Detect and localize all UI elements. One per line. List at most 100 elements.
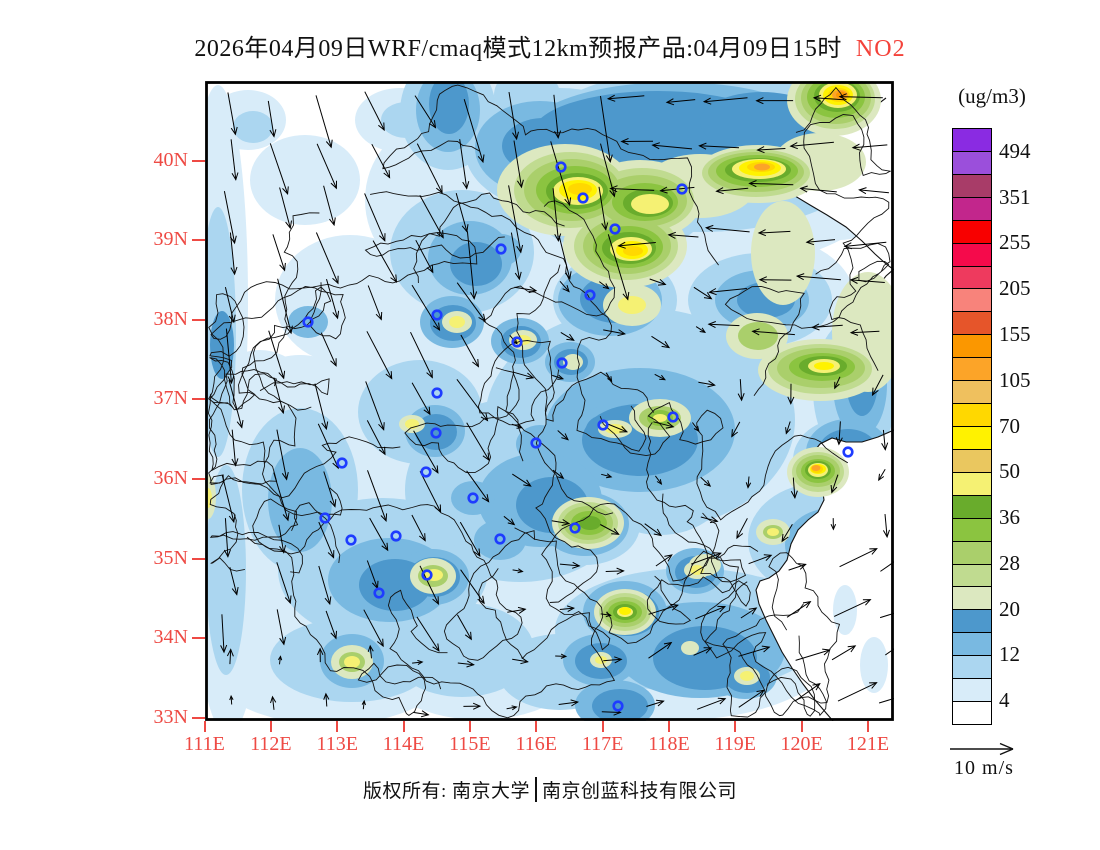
- colorbar-tick-36: 36: [999, 505, 1020, 530]
- city-marker: [584, 289, 596, 301]
- lon-label-113E: 113E: [316, 733, 358, 755]
- colorbar-tick-20: 20: [999, 596, 1020, 621]
- lat-tick: [192, 159, 205, 162]
- lat-tick: [192, 239, 205, 242]
- colorbar-unit-label: (ug/m3): [958, 84, 1026, 108]
- lon-label-117E: 117E: [581, 733, 624, 755]
- city-marker: [495, 243, 507, 255]
- city-marker: [302, 316, 314, 328]
- lon-label-121E: 121E: [846, 733, 890, 755]
- colorbar-cell: [953, 448, 991, 472]
- city-marker: [667, 411, 679, 423]
- lat-label-37N: 37N: [153, 387, 188, 410]
- colorbar-tick-12: 12: [999, 642, 1020, 667]
- lat-label-35N: 35N: [153, 546, 188, 569]
- lon-tick: [402, 721, 405, 732]
- city-marker: [556, 357, 568, 369]
- city-marker: [676, 183, 688, 195]
- city-marker: [530, 437, 542, 449]
- colorbar-cell: [953, 563, 991, 587]
- colorbar-tick-351: 351: [999, 184, 1031, 209]
- colorbar-cell: [953, 334, 991, 358]
- lat-tick: [192, 716, 205, 719]
- colorbar-tick-255: 255: [999, 230, 1031, 255]
- colorbar-cell: [953, 150, 991, 174]
- colorbar-tick-205: 205: [999, 276, 1031, 301]
- colorbar-tick-4: 4: [999, 688, 1010, 713]
- copyright-left: 版权所有: 南京大学: [362, 781, 530, 802]
- colorbar-tick-494: 494: [999, 138, 1031, 163]
- lon-tick: [667, 721, 670, 732]
- colorbar-cell: [953, 540, 991, 564]
- wind-arrows-layer: [220, 91, 894, 718]
- city-marker: [612, 700, 624, 712]
- colorbar-cell: [953, 173, 991, 197]
- city-marker: [569, 522, 581, 534]
- title-text: 2026年04月09日WRF/cmaq模式12km预报产品:04月09日15时: [194, 36, 842, 62]
- lat-label-38N: 38N: [153, 307, 188, 330]
- colorbar-cell: [953, 678, 991, 702]
- city-marker: [373, 587, 385, 599]
- page-title: 2026年04月09日WRF/cmaq模式12km预报产品:04月09日15时 …: [0, 28, 1100, 63]
- colorbar-cell: [953, 265, 991, 289]
- lon-tick: [734, 721, 737, 732]
- lat-tick: [192, 637, 205, 640]
- lon-label-119E: 119E: [714, 733, 757, 755]
- city-marker: [511, 336, 523, 348]
- lon-label-114E: 114E: [382, 733, 425, 755]
- lon-label-111E: 111E: [184, 733, 225, 755]
- colorbar-cell: [953, 701, 991, 724]
- contour-layer-high: [205, 81, 894, 685]
- lat-tick: [192, 478, 205, 481]
- colorbar-tick-50: 50: [999, 459, 1020, 484]
- colorbar-cell: [953, 219, 991, 243]
- colorbar-cell: [953, 655, 991, 679]
- footer-divider: [535, 777, 537, 802]
- lon-label-112E: 112E: [250, 733, 292, 755]
- lon-tick: [535, 721, 538, 732]
- city-marker: [431, 387, 443, 399]
- city-marker: [597, 419, 609, 431]
- city-marker: [390, 530, 402, 542]
- lat-label-33N: 33N: [153, 705, 188, 728]
- city-marker: [842, 446, 854, 458]
- colorbar-tick-105: 105: [999, 367, 1031, 392]
- city-marker: [494, 533, 506, 545]
- colorbar-cell: [953, 425, 991, 449]
- city-marker: [577, 192, 589, 204]
- copyright-footer: 版权所有: 南京大学 南京创蓝科技有限公司: [0, 776, 1100, 803]
- colorbar-cell: [953, 380, 991, 404]
- lon-label-118E: 118E: [648, 733, 690, 755]
- city-markers-layer: [302, 161, 854, 712]
- colorbar-cell: [953, 311, 991, 335]
- lon-label-115E: 115E: [449, 733, 491, 755]
- lon-label-120E: 120E: [780, 733, 823, 755]
- city-marker: [555, 161, 567, 173]
- city-marker: [319, 512, 331, 524]
- lat-label-40N: 40N: [153, 148, 188, 171]
- lat-tick: [192, 318, 205, 321]
- colorbar-cell: [953, 494, 991, 518]
- colorbar-cell: [953, 517, 991, 541]
- colorbar-cell: [953, 196, 991, 220]
- lat-label-36N: 36N: [153, 467, 188, 490]
- wind-scale-arrow-icon: [950, 742, 1014, 756]
- colorbar-cell: [953, 129, 991, 151]
- colorbar-cell: [953, 471, 991, 495]
- city-marker: [609, 223, 621, 235]
- map-frame: [205, 81, 894, 721]
- colorbar-cell: [953, 609, 991, 633]
- lat-tick: [192, 557, 205, 560]
- city-marker: [421, 569, 433, 581]
- lon-tick: [601, 721, 604, 732]
- colorbar-cell: [953, 242, 991, 266]
- lon-tick: [336, 721, 339, 732]
- lon-tick: [867, 721, 869, 732]
- colorbar-cell: [953, 632, 991, 656]
- colorbar-cell: [953, 288, 991, 312]
- lon-tick: [203, 721, 206, 732]
- wind-scale-label: 10 m/s: [954, 757, 1014, 779]
- city-marker: [467, 492, 479, 504]
- lat-tick: [192, 398, 205, 401]
- colorbar-tick-155: 155: [999, 321, 1031, 346]
